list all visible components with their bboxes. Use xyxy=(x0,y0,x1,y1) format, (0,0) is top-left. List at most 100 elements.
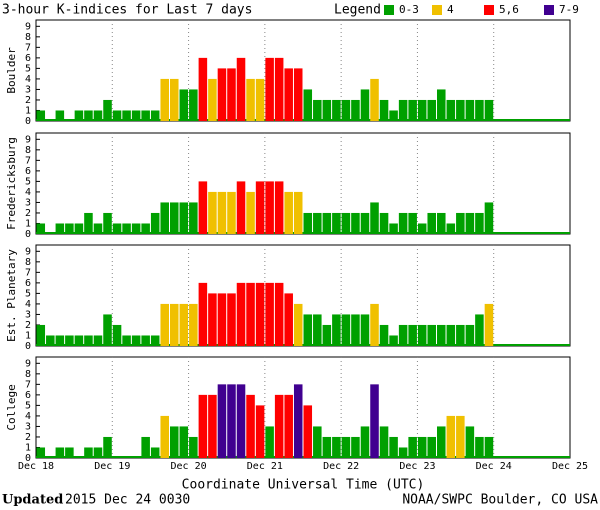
bar xyxy=(398,447,408,458)
bar xyxy=(284,191,293,234)
bar xyxy=(65,223,74,234)
legend-swatch xyxy=(384,5,394,15)
bar xyxy=(217,191,227,234)
bar xyxy=(293,68,303,121)
bar xyxy=(446,324,456,346)
bar xyxy=(313,426,322,458)
bar xyxy=(227,293,236,346)
bar xyxy=(408,436,417,458)
bar xyxy=(389,436,398,458)
y-tick-label: 4 xyxy=(25,187,31,198)
bar xyxy=(36,110,46,121)
bar xyxy=(84,212,93,234)
y-tick-label: 5 xyxy=(25,288,31,299)
y-tick-label: 7 xyxy=(25,155,31,166)
y-tick-label: 1 xyxy=(25,218,31,229)
bar xyxy=(274,394,284,458)
bar xyxy=(332,212,341,234)
panel-label: Boulder xyxy=(5,47,18,94)
bar xyxy=(427,324,436,346)
y-tick-label: 3 xyxy=(25,309,31,320)
bar xyxy=(122,223,131,234)
bar xyxy=(217,384,227,458)
bar xyxy=(103,314,112,346)
bar xyxy=(332,99,341,121)
bar xyxy=(246,78,255,121)
bar xyxy=(65,119,74,121)
bar xyxy=(417,99,427,121)
y-tick-label: 0 xyxy=(25,229,31,240)
panel-label: Fredericksburg xyxy=(5,137,18,230)
bar xyxy=(484,436,494,458)
x-tick-label: Dec 25 xyxy=(552,461,588,472)
bar xyxy=(456,415,465,458)
bar xyxy=(227,191,236,234)
y-tick-label: 9 xyxy=(25,21,31,32)
bar xyxy=(484,303,494,346)
bar xyxy=(170,202,179,234)
bar xyxy=(446,223,456,234)
y-tick-label: 0 xyxy=(25,341,31,352)
bar xyxy=(236,181,246,234)
bar xyxy=(189,303,198,346)
bar xyxy=(389,223,398,234)
bar xyxy=(446,99,456,121)
x-tick-label: Dec 24 xyxy=(476,461,512,472)
bar xyxy=(274,57,284,121)
bar xyxy=(131,335,141,346)
bar xyxy=(160,78,169,121)
bar xyxy=(55,223,65,234)
bar xyxy=(122,110,131,121)
bar xyxy=(179,89,189,121)
y-tick-label: 1 xyxy=(25,105,31,116)
bar xyxy=(417,436,427,458)
bar xyxy=(475,436,484,458)
bar xyxy=(475,212,484,234)
bar xyxy=(351,99,360,121)
bar xyxy=(255,78,265,121)
y-tick-label: 8 xyxy=(25,145,31,156)
bar xyxy=(332,314,341,346)
bar xyxy=(227,384,236,458)
bar xyxy=(417,324,427,346)
bar xyxy=(246,191,255,234)
bar xyxy=(274,282,284,346)
bar xyxy=(360,426,370,458)
bar xyxy=(398,212,408,234)
bar xyxy=(227,68,236,121)
bar xyxy=(93,447,103,458)
y-tick-label: 2 xyxy=(25,95,31,106)
bar xyxy=(484,99,494,121)
bar xyxy=(265,426,274,458)
bar xyxy=(65,335,74,346)
bar xyxy=(351,212,360,234)
legend-title: Legend: xyxy=(334,3,389,18)
bar xyxy=(170,78,179,121)
bar xyxy=(246,282,255,346)
y-tick-label: 8 xyxy=(25,32,31,43)
bar xyxy=(293,191,303,234)
bar xyxy=(112,456,122,458)
bar xyxy=(398,99,408,121)
bar xyxy=(379,99,389,121)
bar xyxy=(198,57,208,121)
bar xyxy=(303,212,313,234)
bar xyxy=(484,202,494,234)
bar xyxy=(322,99,332,121)
y-tick-label: 6 xyxy=(25,53,31,64)
bar xyxy=(303,314,313,346)
bar xyxy=(456,99,465,121)
x-tick-label: Dec 20 xyxy=(171,461,207,472)
bar xyxy=(179,202,189,234)
bar xyxy=(284,68,293,121)
y-tick-label: 3 xyxy=(25,421,31,432)
bar xyxy=(122,456,131,458)
bar xyxy=(274,181,284,234)
legend-label: 0-3 xyxy=(399,3,419,16)
legend-label: 7-9 xyxy=(559,3,579,16)
bar xyxy=(198,394,208,458)
bar xyxy=(131,223,141,234)
bar xyxy=(370,202,379,234)
bar xyxy=(408,99,417,121)
